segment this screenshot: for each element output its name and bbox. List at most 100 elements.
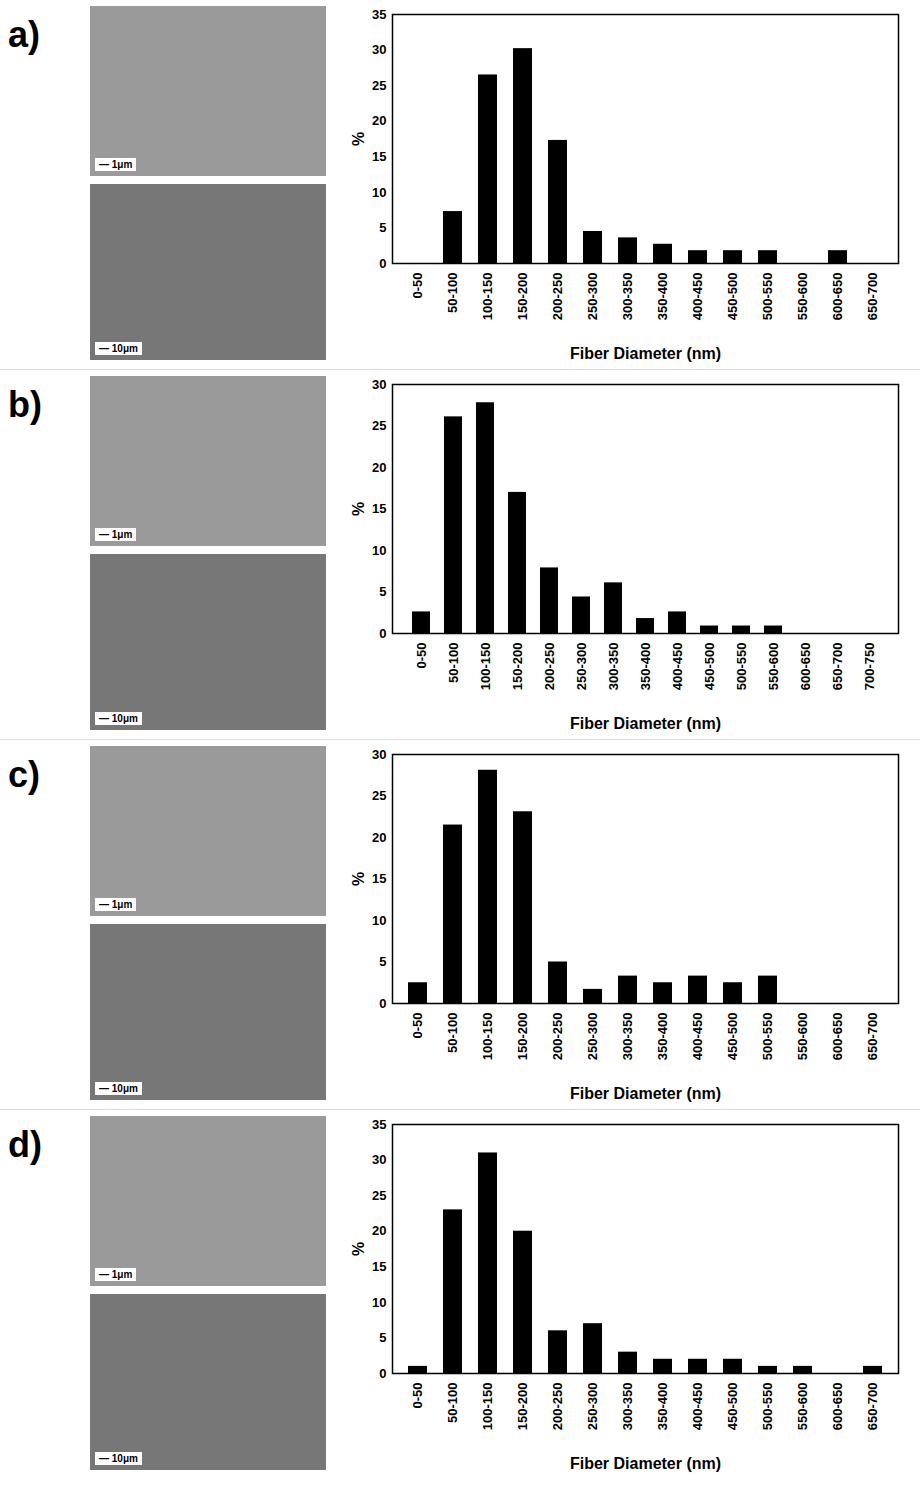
svg-text:550-600: 550-600 [795, 1013, 810, 1061]
html-text:— 1μm: — 1μm [99, 159, 133, 170]
svg-text:30: 30 [372, 747, 386, 762]
svg-text:15: 15 [372, 871, 386, 886]
svg-text:5: 5 [379, 220, 386, 235]
svg-text:35: 35 [372, 1117, 386, 1132]
svg-text:20: 20 [372, 460, 386, 475]
svg-text:0-50: 0-50 [410, 1383, 425, 1409]
svg-text:600-650: 600-650 [798, 643, 813, 691]
svg-text:100-150: 100-150 [478, 643, 493, 691]
svg-text:150-200: 150-200 [515, 1383, 530, 1431]
svg-text:%: % [350, 872, 367, 886]
svg-text:500-550: 500-550 [760, 273, 775, 321]
svg-text:10: 10 [372, 185, 386, 200]
svg-text:200-250: 200-250 [542, 643, 557, 691]
svg-text:300-350: 300-350 [620, 273, 635, 321]
svg-text:25: 25 [372, 78, 386, 93]
svg-text:650-700: 650-700 [865, 273, 880, 321]
svg-text:50-100: 50-100 [445, 273, 460, 313]
svg-text:150-200: 150-200 [515, 273, 530, 321]
svg-text:450-500: 450-500 [702, 643, 717, 691]
svg-text:15: 15 [372, 149, 386, 164]
svg-text:50-100: 50-100 [445, 1013, 460, 1053]
svg-text:0: 0 [379, 1366, 386, 1381]
svg-text:600-650: 600-650 [830, 1013, 845, 1061]
svg-text:25: 25 [372, 788, 386, 803]
svg-text:10: 10 [372, 1295, 386, 1310]
svg-text:350-400: 350-400 [638, 643, 653, 691]
svg-text:400-450: 400-450 [690, 1383, 705, 1431]
svg-text:30: 30 [372, 1152, 386, 1167]
svg-text:450-500: 450-500 [725, 1013, 740, 1061]
svg-text:0-50: 0-50 [414, 643, 429, 669]
svg-text:300-350: 300-350 [620, 1013, 635, 1061]
svg-text:Fiber Diameter (nm): Fiber Diameter (nm) [570, 715, 721, 732]
svg-text:500-550: 500-550 [734, 643, 749, 691]
svg-text:550-600: 550-600 [795, 1383, 810, 1431]
svg-text:700-750: 700-750 [862, 643, 877, 691]
svg-text:0-50: 0-50 [410, 273, 425, 299]
svg-text:200-250: 200-250 [550, 1383, 565, 1431]
html-text:c): c) [8, 754, 40, 795]
svg-text:Fiber Diameter (nm): Fiber Diameter (nm) [570, 1085, 721, 1102]
svg-text:400-450: 400-450 [690, 1013, 705, 1061]
svg-text:50-100: 50-100 [445, 1383, 460, 1423]
svg-text:%: % [350, 1242, 367, 1256]
svg-text:20: 20 [372, 113, 386, 128]
svg-text:25: 25 [372, 418, 386, 433]
html-text:b): b) [8, 384, 42, 425]
svg-text:Fiber Diameter (nm): Fiber Diameter (nm) [570, 1455, 721, 1472]
svg-text:10: 10 [372, 543, 386, 558]
svg-text:100-150: 100-150 [480, 1383, 495, 1431]
svg-text:450-500: 450-500 [725, 1383, 740, 1431]
svg-text:250-300: 250-300 [574, 643, 589, 691]
svg-text:30: 30 [372, 42, 386, 57]
svg-text:400-450: 400-450 [690, 273, 705, 321]
svg-text:0-50: 0-50 [410, 1013, 425, 1039]
svg-text:15: 15 [372, 1259, 386, 1274]
svg-text:Fiber Diameter (nm): Fiber Diameter (nm) [570, 345, 721, 362]
svg-text:15: 15 [372, 501, 386, 516]
svg-text:250-300: 250-300 [585, 273, 600, 321]
html-text:a): a) [8, 14, 40, 55]
svg-text:0: 0 [379, 256, 386, 271]
html-text:d): d) [8, 1124, 42, 1165]
svg-text:150-200: 150-200 [510, 643, 525, 691]
svg-text:30: 30 [372, 377, 386, 392]
svg-text:35: 35 [372, 7, 386, 22]
svg-text:650-700: 650-700 [830, 643, 845, 691]
svg-text:250-300: 250-300 [585, 1383, 600, 1431]
svg-text:650-700: 650-700 [865, 1013, 880, 1061]
svg-text:600-650: 600-650 [830, 273, 845, 321]
svg-text:0: 0 [379, 996, 386, 1011]
svg-text:600-650: 600-650 [830, 1383, 845, 1431]
svg-text:550-600: 550-600 [766, 643, 781, 691]
svg-text:400-450: 400-450 [670, 643, 685, 691]
svg-text:20: 20 [372, 830, 386, 845]
svg-text:650-700: 650-700 [865, 1383, 880, 1431]
svg-text:5: 5 [379, 1330, 386, 1345]
svg-text:500-550: 500-550 [760, 1013, 775, 1061]
svg-text:20: 20 [372, 1223, 386, 1238]
svg-text:0: 0 [379, 626, 386, 641]
svg-text:350-400: 350-400 [655, 273, 670, 321]
svg-text:5: 5 [379, 954, 386, 969]
svg-text:500-550: 500-550 [760, 1383, 775, 1431]
svg-text:10: 10 [372, 913, 386, 928]
svg-text:200-250: 200-250 [550, 1013, 565, 1061]
svg-text:50-100: 50-100 [446, 643, 461, 683]
svg-text:300-350: 300-350 [620, 1383, 635, 1431]
svg-text:150-200: 150-200 [515, 1013, 530, 1061]
svg-text:350-400: 350-400 [655, 1383, 670, 1431]
svg-text:100-150: 100-150 [480, 273, 495, 321]
svg-text:550-600: 550-600 [795, 273, 810, 321]
svg-text:%: % [350, 132, 367, 146]
svg-text:5: 5 [379, 584, 386, 599]
svg-text:300-350: 300-350 [606, 643, 621, 691]
svg-text:200-250: 200-250 [550, 273, 565, 321]
svg-text:450-500: 450-500 [725, 273, 740, 321]
svg-text:25: 25 [372, 1188, 386, 1203]
svg-text:%: % [350, 502, 367, 516]
svg-text:100-150: 100-150 [480, 1013, 495, 1061]
svg-text:250-300: 250-300 [585, 1013, 600, 1061]
svg-text:350-400: 350-400 [655, 1013, 670, 1061]
